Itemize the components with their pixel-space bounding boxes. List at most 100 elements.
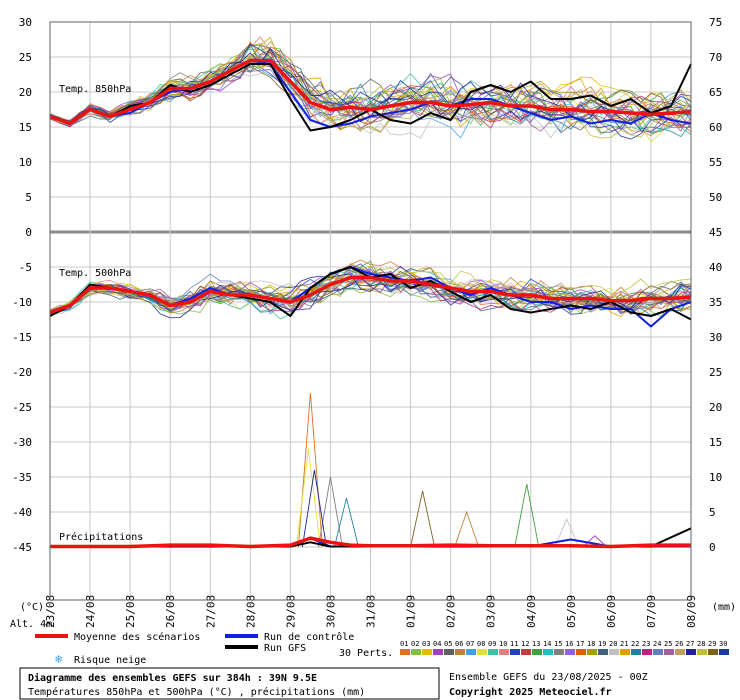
left-tick-label: -10 [12,296,32,309]
pert-id-label: 21 [620,640,628,648]
pert-color-swatch [642,649,652,655]
pert-color-swatch [455,649,465,655]
pert-id-label: 27 [686,640,694,648]
legend: Moyenne des scénarios Run de contrôle Ru… [35,631,729,666]
precip-member-line [334,497,359,548]
plot-frame [49,21,692,601]
pert-color-swatch [510,649,520,655]
right-tick-label: 75 [709,16,722,29]
pert-color-swatch [466,649,476,655]
pert-id-label: 05 [444,640,452,648]
pert-legend: 01 02 03 04 05 06 07 08 09 10 11 12 13 14 15 16 17 18 19 20… [400,640,729,655]
pert-id-label: 06 [455,640,463,648]
date-tick-label: 30/08 [324,595,337,628]
left-tick-label: 10 [19,156,32,169]
pert-id-label: 25 [664,640,672,648]
right-tick-label: 55 [709,156,722,169]
pert-color-swatch [444,649,454,655]
copyright: Copyright 2025 Meteociel.fr [449,686,612,698]
left-tick-label: -30 [12,436,32,449]
right-tick-label: 0 [709,541,716,554]
precip-member-line [295,448,321,548]
pert-id-label: 20 [609,640,617,648]
pert-id-label: 26 [675,640,683,648]
date-tick-label: 24/08 [84,595,97,628]
pert-color-swatch [422,649,432,655]
legend-control-label: Run de contrôle [264,631,354,643]
pert-id-label: 28 [697,640,705,648]
date-tick-label: 26/08 [164,595,177,628]
altitude-label: Alt. 4m [10,619,52,630]
pert-id-label: 23 [642,640,650,648]
date-tick-label: 25/08 [124,595,137,628]
pert-color-swatch [664,649,674,655]
pert-id-label: 18 [587,640,595,648]
date-tick-label: 07/09 [645,595,658,628]
pert-id-label: 01 [400,640,408,648]
run-info: Ensemble GEFS du 23/08/2025 - 00Z [449,672,648,683]
chart-axes: 302520151050-5-10-15-20-25-30-35-40-4575… [12,16,722,628]
ensemble-member-line [49,55,692,138]
pert-id-label: 14 [543,640,551,648]
pert-id-label: 04 [433,640,441,648]
date-tick-label: 31/08 [365,595,378,628]
pert-color-swatch [631,649,641,655]
pert-color-swatch [433,649,443,655]
left-tick-label: -5 [19,261,32,274]
precip-member-line [454,510,480,548]
precip-member-line [554,517,580,548]
panel-label-t850: Temp. 850hPa [59,84,131,95]
pert-color-swatch [708,649,718,655]
ensemble-member-line [49,66,692,124]
pert-color-swatch [620,649,630,655]
precip-member-line [514,483,540,548]
info-box [19,667,440,700]
date-tick-label: 27/08 [204,595,217,628]
pert-color-swatch [697,649,707,655]
left-tick-label: -15 [12,331,32,344]
left-tick-label: -40 [12,506,32,519]
chart-subtitle: Températures 850hPa et 500hPa (°C) , pré… [28,686,365,698]
date-tick-label: 01/09 [405,595,418,628]
date-tick-label: 29/08 [284,595,297,628]
chart-title: Diagramme des ensembles GEFS sur 384h : … [28,672,317,684]
right-tick-label: 20 [709,401,722,414]
pert-color-swatch [477,649,487,655]
pert-color-swatch [609,649,619,655]
left-tick-label: 5 [25,191,32,204]
ensemble-member-line [49,49,692,129]
pert-id-label: 15 [554,640,562,648]
left-tick-label: 25 [19,51,32,64]
right-tick-label: 25 [709,366,722,379]
ensemble-member-line [49,273,692,319]
legend-perts-label: 30 Perts. [339,648,393,659]
pert-id-label: 11 [510,640,518,648]
pert-color-swatch [532,649,542,655]
pert-color-swatch [653,649,663,655]
left-tick-label: -45 [12,541,32,554]
pert-id-label: 30 [719,640,727,648]
pert-id-label: 07 [466,640,474,648]
pert-id-label: 17 [576,640,584,648]
date-tick-label: 03/09 [485,595,498,628]
right-tick-label: 5 [709,506,716,519]
pert-id-label: 12 [521,640,529,648]
series-line-precip [50,536,691,549]
right-tick-label: 60 [709,121,722,134]
left-tick-label: -20 [12,366,32,379]
date-tick-label: 05/09 [565,595,578,628]
right-axis-unit: (mm) [712,602,736,613]
left-tick-label: -35 [12,471,32,484]
pert-id-label: 10 [499,640,507,648]
right-tick-label: 10 [709,471,722,484]
right-tick-label: 70 [709,51,722,64]
left-tick-label: 15 [19,121,32,134]
date-tick-label: 08/09 [685,595,698,628]
right-tick-label: 35 [709,296,722,309]
pert-color-swatch [411,649,421,655]
pert-id-label: 16 [565,640,573,648]
left-tick-label: 20 [19,86,32,99]
pert-color-swatch [543,649,553,655]
pert-id-label: 09 [488,640,496,648]
pert-color-swatch [499,649,509,655]
